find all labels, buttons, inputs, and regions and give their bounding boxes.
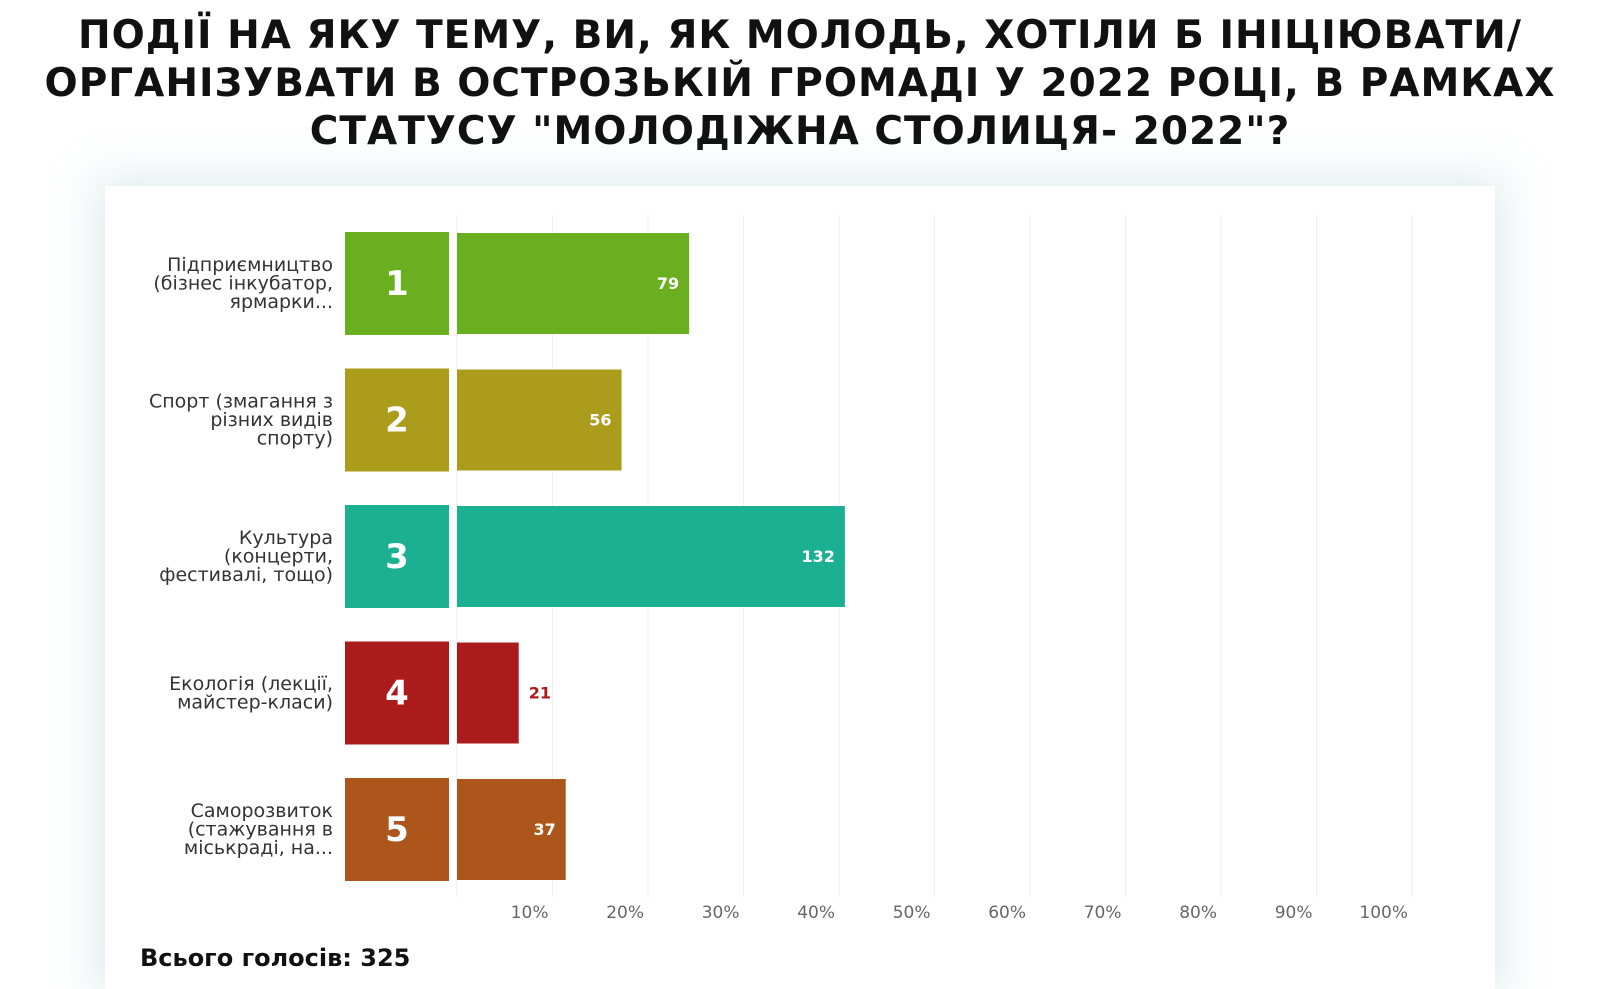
- bar-value-label: 56: [589, 411, 611, 430]
- x-tick-label: 40%: [797, 903, 835, 923]
- category-label: Культура (концерти, фестивалі, тощо): [159, 527, 333, 586]
- x-tick-label: 100%: [1359, 903, 1408, 923]
- category-label-line: різних видів: [210, 409, 333, 431]
- category-label: Підприємництво (бізнес інкубатор, ярмарки.…: [153, 254, 333, 313]
- x-tick-label: 90%: [1275, 903, 1313, 923]
- category-label-line: (концерти,: [224, 545, 333, 567]
- bar-value-label: 132: [801, 547, 834, 566]
- chart-title-line-1: ПОДІЇ НА ЯКУ ТЕМУ, ВИ, ЯК МОЛОДЬ, ХОТІЛИ…: [78, 13, 1522, 58]
- category-label-line: фестивалі, тощо): [159, 564, 333, 586]
- category-label-line: (стажування в: [188, 818, 333, 840]
- chart-title-line-3: СТАТУСУ "МОЛОДІЖНА СТОЛИЦЯ- 2022"?: [309, 109, 1291, 154]
- chart-title-line-2: ОРГАНІЗУВАТИ В ОСТРОЗЬКІЙ ГРОМАДІ У 2022…: [44, 61, 1556, 106]
- bar: [457, 506, 845, 607]
- bar: [457, 642, 519, 744]
- x-tick-label: 30%: [702, 903, 740, 923]
- rank-box: [345, 232, 449, 335]
- category-label: Спорт (змагання з різних видів спорту): [149, 390, 333, 449]
- category-label-line: спорту): [257, 427, 333, 449]
- category-label-line: міськраді, на...: [184, 837, 333, 859]
- x-tick-label: 80%: [1179, 903, 1217, 923]
- category-label: Саморозвиток (стажування в міськраді, на..…: [184, 800, 333, 859]
- rank-number: 3: [385, 537, 409, 577]
- category-label-line: майстер-класи): [177, 691, 333, 713]
- rank-number: 4: [385, 674, 409, 714]
- bar-value-label: 79: [657, 274, 679, 293]
- rank-number: 1: [385, 264, 409, 304]
- x-tick-label: 70%: [1084, 903, 1122, 923]
- chart-title: ПОДІЇ НА ЯКУ ТЕМУ, ВИ, ЯК МОЛОДЬ, ХОТІЛИ…: [0, 12, 1600, 156]
- x-tick-label: 50%: [893, 903, 931, 923]
- rank-number: 2: [385, 401, 409, 441]
- bar: [457, 779, 566, 880]
- category-label-line: Екологія (лекції,: [169, 672, 333, 694]
- category-label-line: ярмарки...: [230, 291, 333, 313]
- rank-box: [345, 641, 449, 745]
- total-votes-label: Всього голосів: 325: [140, 944, 411, 972]
- rank-box: [345, 778, 449, 881]
- category-label-line: (бізнес інкубатор,: [153, 272, 333, 294]
- bar: [457, 369, 622, 471]
- bar-value-label: 21: [529, 684, 551, 703]
- category-label-line: Підприємництво: [167, 254, 333, 276]
- category-label-line: Саморозвиток: [191, 800, 333, 822]
- bar: [457, 233, 690, 334]
- category-label-line: Культура: [239, 527, 333, 549]
- category-label: Екологія (лекції, майстер-класи): [169, 672, 333, 713]
- x-tick-label: 10%: [511, 903, 549, 923]
- rank-box: [345, 505, 449, 608]
- category-label-line: Спорт (змагання з: [149, 390, 333, 412]
- rank-box: [345, 368, 449, 472]
- rank-number: 5: [385, 810, 409, 850]
- x-tick-label: 60%: [988, 903, 1026, 923]
- bar-value-label: 37: [533, 820, 555, 839]
- x-tick-label: 20%: [606, 903, 644, 923]
